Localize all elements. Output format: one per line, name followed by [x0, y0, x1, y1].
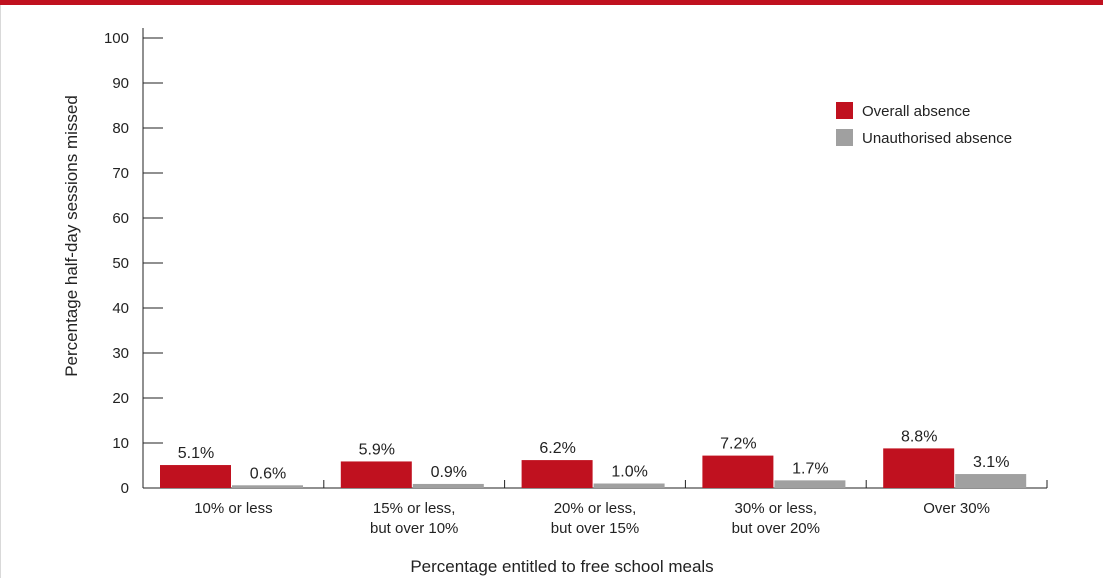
y-tick-label: 40	[112, 300, 129, 317]
y-tick-label: 50	[112, 255, 129, 272]
y-tick-label: 70	[112, 165, 129, 182]
bar-unauthorised	[232, 485, 303, 488]
data-label: 8.8%	[901, 428, 937, 445]
data-label: 5.9%	[359, 441, 395, 458]
x-category-label: but over 10%	[370, 520, 458, 537]
y-tick-label: 10	[112, 435, 129, 452]
data-label: 7.2%	[720, 436, 756, 453]
x-category-label: 10% or less	[194, 500, 272, 517]
frame-left-border	[0, 5, 1, 578]
legend-swatch-overall	[836, 102, 853, 119]
data-label: 5.1%	[178, 445, 214, 462]
x-category-label: but over 15%	[551, 520, 639, 537]
x-category-label: 15% or less,	[373, 500, 456, 517]
x-axis-title: Percentage entitled to free school meals	[410, 557, 713, 576]
x-category-label: 30% or less,	[735, 500, 818, 517]
x-category-label: Over 30%	[923, 500, 990, 517]
legend-swatch-unauthorised	[836, 129, 853, 146]
y-tick-label: 100	[104, 30, 129, 47]
bar-overall	[883, 448, 955, 488]
bar-unauthorised	[774, 480, 846, 488]
y-tick-label: 80	[112, 120, 129, 137]
y-tick-label: 60	[112, 210, 129, 227]
data-label: 1.7%	[792, 460, 828, 477]
bar-overall	[521, 460, 593, 488]
bar-unauthorised	[955, 474, 1027, 488]
y-tick-label: 90	[112, 75, 129, 92]
data-label: 0.9%	[431, 464, 467, 481]
legend-label: Overall absence	[862, 103, 970, 120]
bar-overall	[702, 455, 774, 488]
top-accent-bar	[0, 0, 1103, 5]
data-label: 1.0%	[611, 464, 647, 481]
y-tick-label: 0	[121, 480, 129, 497]
data-label: 0.6%	[250, 465, 286, 482]
x-category-label: 20% or less,	[554, 500, 637, 517]
bar-unauthorised	[593, 483, 665, 488]
y-axis-title: Percentage half-day sessions missed	[62, 95, 81, 377]
x-category-label: but over 20%	[732, 520, 820, 537]
bar-overall	[340, 461, 412, 488]
legend-label: Unauthorised absence	[862, 130, 1012, 147]
data-label: 3.1%	[973, 454, 1009, 471]
bar-overall	[160, 465, 231, 488]
y-tick-label: 20	[112, 390, 129, 407]
y-tick-label: 30	[112, 345, 129, 362]
data-label: 6.2%	[539, 440, 575, 457]
bar-unauthorised	[412, 483, 484, 488]
